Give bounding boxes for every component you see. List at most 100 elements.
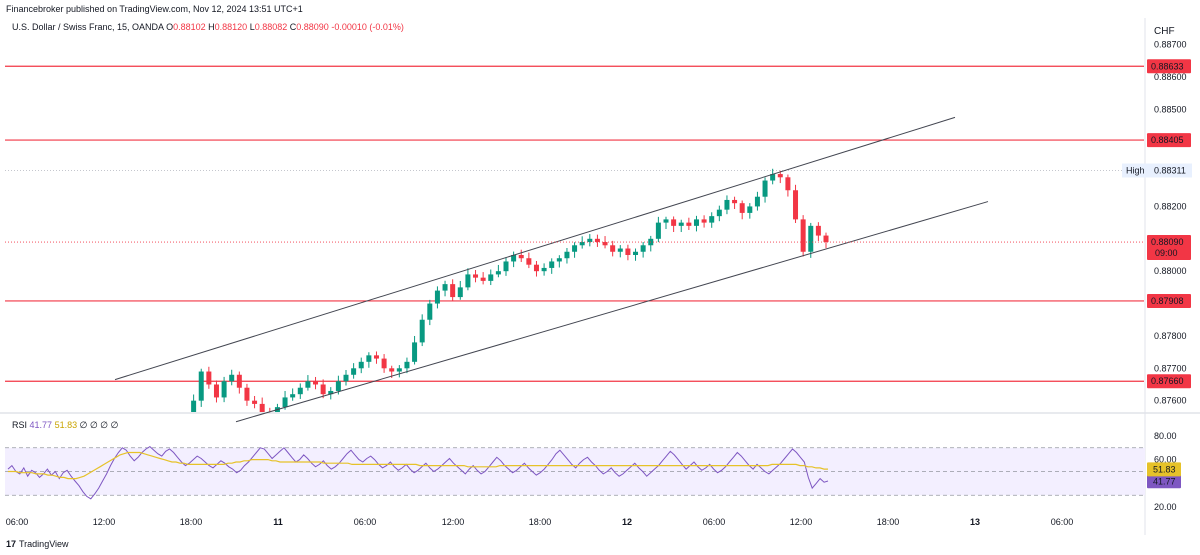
candle-body — [488, 274, 494, 281]
candle-body — [556, 258, 562, 262]
candle-body — [427, 303, 433, 320]
candle-body — [404, 361, 410, 369]
candle-body — [762, 180, 768, 197]
candle-body — [587, 238, 593, 243]
candle-body — [518, 254, 524, 259]
candle-body — [320, 384, 326, 395]
candle-body — [594, 238, 600, 243]
candle-body — [389, 368, 395, 372]
symbol-legend[interactable]: U.S. Dollar / Swiss Franc, 15, OANDA O0.… — [12, 22, 404, 32]
candle-body — [777, 174, 783, 178]
candle-body — [457, 287, 463, 298]
candle-body — [541, 267, 547, 272]
candle-body — [465, 274, 471, 288]
candle-body — [815, 225, 821, 236]
candle-body — [366, 355, 372, 362]
candle-body — [396, 368, 402, 372]
tradingview-logo-icon: 17 — [6, 539, 17, 549]
currency-label: CHF — [1154, 26, 1175, 37]
candle-body — [282, 397, 288, 408]
candle-body — [793, 190, 799, 220]
candle-body — [564, 251, 570, 259]
candle-body — [549, 261, 555, 268]
open-value: 0.88102 — [173, 22, 206, 32]
candle-body — [335, 381, 341, 391]
candle-body — [412, 342, 418, 362]
tradingview-brand[interactable]: 17 TradingView — [6, 539, 69, 549]
published-caption: Financebroker published on TradingView.c… — [6, 4, 303, 14]
candle-body — [663, 219, 669, 223]
y-tick-label: 0.87800 — [1154, 331, 1187, 341]
level-price-label: 0.88633 — [1151, 61, 1184, 71]
level-price-tag — [1147, 374, 1191, 389]
high-tag-bg — [1122, 163, 1192, 178]
candle-body — [678, 222, 684, 226]
candle-body — [617, 248, 623, 252]
candle-body — [206, 371, 212, 385]
candle-body — [526, 258, 532, 265]
level-price-tag — [1147, 133, 1191, 148]
candle-body — [442, 284, 448, 291]
close-value: 0.88090 — [296, 22, 329, 32]
candles-group — [184, 168, 829, 433]
candle-body — [305, 381, 311, 388]
x-tick-label: 18:00 — [180, 517, 203, 527]
candle-body — [785, 177, 791, 191]
candle-body — [823, 235, 829, 243]
candle-body — [655, 222, 661, 239]
candle-body — [351, 368, 357, 375]
candle-body — [450, 284, 456, 298]
candle-body — [184, 420, 189, 433]
rsi-y-tick-label: 80.00 — [1154, 431, 1177, 441]
x-tick-label: 06:00 — [1051, 517, 1074, 527]
level-price-tag — [1147, 293, 1191, 308]
x-tick-label: 06:00 — [6, 517, 29, 527]
x-tick-label: 18:00 — [877, 517, 900, 527]
candle-body — [191, 400, 197, 412]
candle-body — [808, 225, 814, 252]
candle-body — [229, 374, 235, 382]
candle-body — [434, 290, 440, 304]
candle-body — [373, 355, 379, 359]
x-tick-label: 06:00 — [703, 517, 726, 527]
rsi-ma-series-line — [8, 451, 828, 480]
candle-body — [236, 374, 242, 388]
candle-body — [328, 390, 334, 395]
rsi-series-line — [7, 445, 829, 500]
candle-body — [709, 216, 715, 223]
countdown-label: 09:00 — [1155, 248, 1178, 258]
candle-body — [343, 374, 349, 382]
candle-body — [358, 361, 364, 369]
candle-body — [213, 384, 219, 398]
rsi-value-tag — [1147, 474, 1181, 489]
y-tick-label: 0.87700 — [1154, 363, 1187, 373]
candle-body — [297, 387, 303, 395]
rsi-y-tick-label: 20.00 — [1154, 502, 1177, 512]
candle-body — [724, 199, 730, 210]
candle-body — [252, 400, 258, 404]
rsi-extras: ∅ ∅ ∅ ∅ — [79, 420, 119, 430]
candle-body — [259, 403, 265, 412]
brand-name: TradingView — [19, 539, 69, 549]
y-tick-label: 0.87600 — [1154, 396, 1187, 406]
candle-body — [800, 219, 806, 252]
rsi-value-tag-label: 41.77 — [1153, 476, 1176, 486]
level-price-label: 0.87660 — [1151, 376, 1184, 386]
channel-upper-line — [114, 116, 956, 381]
candle-body — [610, 245, 616, 252]
candle-body — [198, 371, 204, 401]
x-tick-label: 12:00 — [790, 517, 813, 527]
candle-body — [640, 245, 646, 252]
candle-body — [480, 277, 486, 281]
rsi-ma-value: 51.83 — [54, 420, 78, 430]
candle-body — [686, 222, 692, 226]
candle-body — [495, 271, 501, 275]
candle-body — [693, 219, 699, 226]
open-label: O — [166, 22, 174, 32]
level-price-label: 0.87908 — [1151, 296, 1184, 306]
candle-body — [732, 199, 738, 204]
candle-body — [602, 242, 608, 246]
x-tick-label: 13 — [970, 517, 980, 527]
rsi-legend[interactable]: RSI 41.77 51.83 ∅ ∅ ∅ ∅ — [12, 420, 119, 431]
